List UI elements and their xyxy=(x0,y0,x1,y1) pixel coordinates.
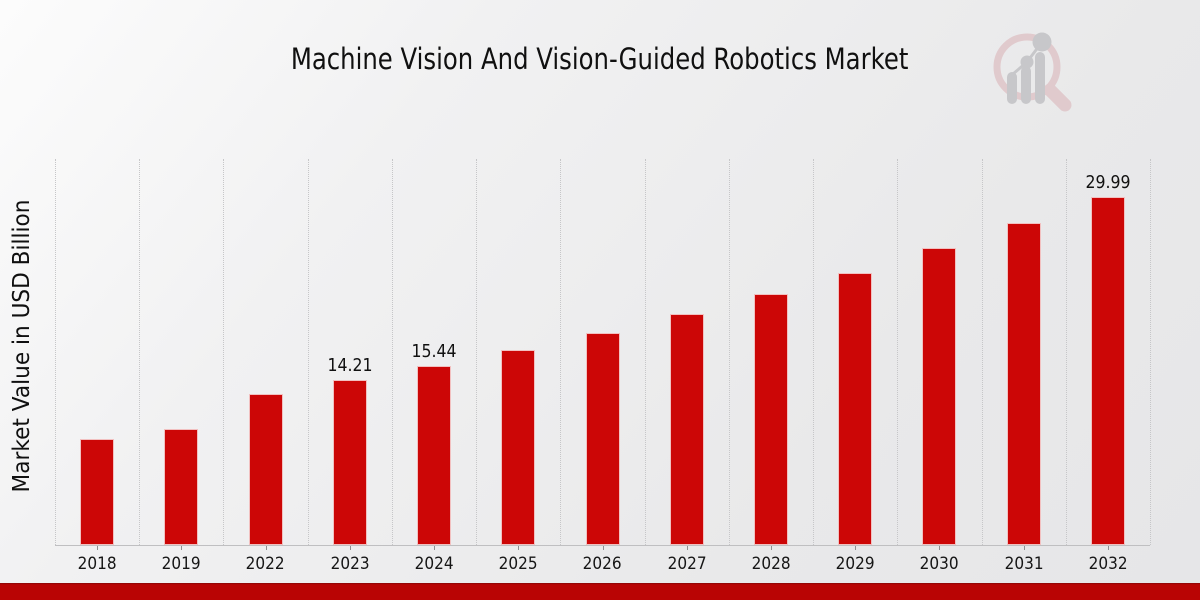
logo-dot-icon xyxy=(1032,32,1052,52)
axis-tick xyxy=(939,546,941,550)
logo-bar-icon xyxy=(1007,72,1017,104)
axis-tick xyxy=(1107,546,1109,550)
x-tick-label-2027: 2027 xyxy=(667,554,707,574)
bar-2026 xyxy=(585,332,620,545)
grid-line xyxy=(55,159,56,545)
grid-line xyxy=(307,159,309,545)
bar-2018 xyxy=(80,438,115,545)
logo-dot-icon xyxy=(1020,55,1034,69)
x-tick-label-2032: 2032 xyxy=(1088,554,1128,574)
x-tick-label-2030: 2030 xyxy=(919,554,959,574)
x-tick-label-2019: 2019 xyxy=(161,554,201,574)
bar-value-label-2024: 15.44 xyxy=(411,342,457,363)
x-axis-line xyxy=(55,545,1150,546)
x-tick-label-2029: 2029 xyxy=(835,554,875,574)
axis-tick xyxy=(97,546,99,550)
x-tick-label-2031: 2031 xyxy=(1004,554,1044,574)
bar-2025 xyxy=(501,350,536,545)
chart-title-text: Machine Vision And Vision-Guided Robotic… xyxy=(291,42,909,76)
bar-2031 xyxy=(1006,223,1041,545)
chart-title: Machine Vision And Vision-Guided Robotic… xyxy=(0,42,1200,76)
bar-value-label-2032: 29.99 xyxy=(1085,173,1131,194)
x-tick-label-2022: 2022 xyxy=(246,554,286,574)
axis-tick xyxy=(349,546,351,550)
grid-line xyxy=(1065,159,1067,545)
x-tick-label-2026: 2026 xyxy=(583,554,622,574)
axis-tick xyxy=(602,546,604,550)
bar-2030 xyxy=(922,248,957,545)
bar-2032 xyxy=(1090,197,1125,545)
axis-tick xyxy=(181,546,183,550)
axis-tick xyxy=(855,546,857,550)
grid-line xyxy=(476,159,478,545)
grid-line xyxy=(644,159,646,545)
x-tick-label-2023: 2023 xyxy=(330,554,370,574)
bar-2022 xyxy=(248,394,283,545)
logo-bar-icon xyxy=(1035,52,1045,104)
x-tick-label-2028: 2028 xyxy=(751,554,791,574)
x-tick-label-2025: 2025 xyxy=(498,554,538,574)
axis-tick xyxy=(265,546,267,550)
magnifier-handle-icon xyxy=(1043,83,1072,112)
bar-value-label-2023: 14.21 xyxy=(327,356,373,377)
plot-area: 2018 2019 2022 2023 14.21 2024 15.44 2025 2026 20… xyxy=(55,159,1151,574)
footer-strip xyxy=(0,583,1200,600)
bar-2023 xyxy=(332,380,367,545)
x-tick-label-2018: 2018 xyxy=(77,554,117,574)
bar-2028 xyxy=(753,294,788,545)
axis-tick xyxy=(518,546,520,550)
axis-tick xyxy=(434,546,436,550)
grid-line xyxy=(728,159,730,545)
bar-2029 xyxy=(838,272,873,545)
grid-line xyxy=(1150,159,1151,545)
axis-tick xyxy=(770,546,772,550)
bar-2027 xyxy=(669,314,704,545)
logo-bar-icon xyxy=(1021,66,1031,104)
grid-line xyxy=(223,159,225,545)
axis-tick xyxy=(1023,546,1025,550)
x-tick-label-2024: 2024 xyxy=(414,554,454,574)
grid-line xyxy=(391,159,393,545)
grid-line xyxy=(981,159,983,545)
y-axis-label: Market Value in USD Billion xyxy=(9,199,35,493)
magnifier-bar-chart-logo xyxy=(993,32,1072,112)
grid-line xyxy=(897,159,899,545)
grid-line xyxy=(139,159,141,545)
grid-line xyxy=(560,159,562,545)
axis-tick xyxy=(686,546,688,550)
grid-line xyxy=(813,159,815,545)
bar-2024 xyxy=(417,366,452,545)
bar-2019 xyxy=(164,428,199,545)
